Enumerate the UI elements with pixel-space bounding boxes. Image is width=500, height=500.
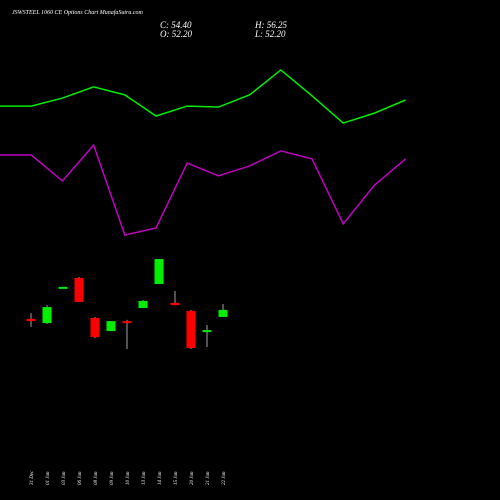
candle-body: [42, 307, 52, 324]
candle-body: [106, 321, 116, 332]
x-tick-label: 15 Jan: [174, 471, 179, 485]
low-text: L: 52.20: [254, 29, 286, 39]
indicator-line: [0, 68, 406, 124]
candle-body: [186, 310, 196, 348]
x-tick-label: 03 Jan: [62, 471, 67, 485]
x-tick-label: 08 Jan: [94, 471, 99, 485]
close-text: C: 54.40: [160, 20, 192, 30]
candle-body: [202, 330, 212, 333]
x-tick-label: 21 Jan: [206, 471, 211, 485]
x-tick-label: 20 Jan: [190, 471, 195, 485]
indicator-line: [0, 143, 407, 236]
candle-body: [26, 318, 36, 322]
candle-body: [122, 321, 132, 324]
candle-body: [170, 302, 180, 306]
candle-body: [138, 300, 148, 308]
x-tick-label: 01 Jan: [46, 471, 51, 485]
chart-title: JSWSTEEL 1060 CE Options Chart MunafaSut…: [12, 9, 144, 16]
x-tick-label: 22 Jan: [222, 471, 227, 485]
x-tick-label: 13 Jan: [142, 471, 147, 485]
x-tick-label: 14 Jan: [158, 471, 163, 485]
x-tick-label: 09 Jan: [110, 471, 115, 485]
x-tick-label: 06 Jan: [78, 471, 83, 485]
candle-body: [90, 317, 100, 338]
candle-body: [154, 259, 164, 284]
open-text: O: 52.20: [160, 29, 192, 39]
x-tick-label: 31 Dec: [30, 470, 35, 485]
x-tick-label: 10 Jan: [126, 471, 131, 485]
candle-body: [218, 309, 228, 317]
candle-body: [74, 277, 84, 302]
candle-body: [58, 286, 68, 289]
high-text: H: 56.25: [254, 20, 287, 30]
